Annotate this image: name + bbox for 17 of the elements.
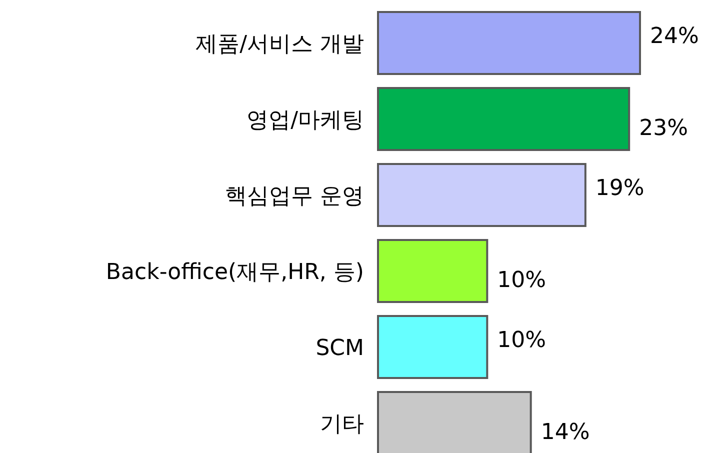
bar (377, 163, 586, 227)
bar (377, 87, 630, 151)
y-tick-label: 핵심업무 운영 (225, 184, 364, 209)
bar (377, 11, 641, 75)
y-tick-label: 기타 (320, 412, 364, 437)
data-label: 23% (639, 116, 688, 141)
y-tick-label: Back-office(재무,HR, 등) (106, 260, 364, 285)
y-tick-label: 영업/마케팅 (246, 108, 364, 133)
y-tick-label: 제품/서비스 개발 (196, 32, 364, 57)
y-tick-label: SCM (316, 336, 364, 361)
data-label: 24% (650, 24, 699, 49)
bar (377, 315, 488, 379)
bar (377, 239, 488, 303)
data-label: 19% (595, 176, 644, 201)
data-label: 10% (497, 328, 546, 353)
data-label: 14% (540, 420, 590, 445)
data-label: 10% (497, 268, 546, 293)
